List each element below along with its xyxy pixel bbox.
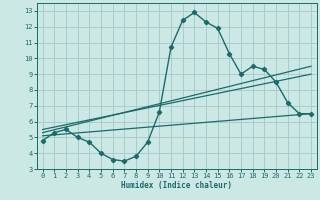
X-axis label: Humidex (Indice chaleur): Humidex (Indice chaleur): [121, 181, 232, 190]
